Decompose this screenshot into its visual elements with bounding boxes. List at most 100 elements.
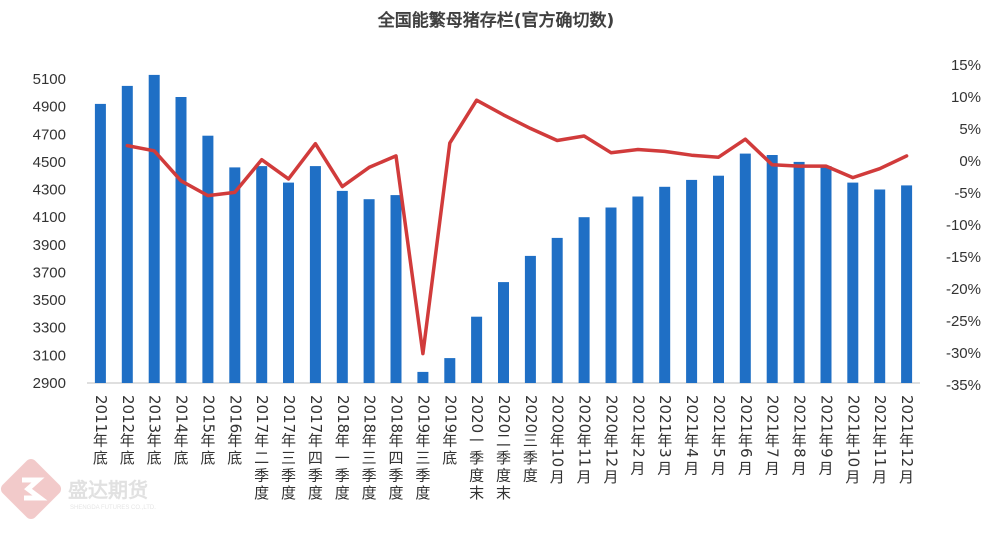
category-label-char: 季 — [254, 467, 269, 485]
category-label-num: 2021 — [844, 395, 862, 433]
right-tick-label: 15% — [951, 57, 981, 74]
category-label-char: 年 — [389, 432, 404, 450]
right-tick-label: 10% — [951, 89, 981, 106]
category-label-num: 2018 — [361, 395, 379, 433]
category-label-num: 8 — [791, 448, 809, 458]
category-label-char: 三 — [362, 449, 377, 467]
category-label-char: 年 — [765, 432, 780, 450]
bar — [256, 166, 268, 383]
category-label-char: 二 — [254, 449, 269, 467]
category-label-char: 年 — [684, 432, 699, 450]
category-label-char: 月 — [899, 468, 914, 486]
bar — [309, 166, 321, 383]
category-label-char: 月 — [684, 460, 699, 478]
category-label-num: 2021 — [871, 395, 889, 433]
category-label-num: 2020 — [549, 395, 567, 433]
category-label-char: 年 — [818, 432, 833, 450]
category-label-char: 四 — [308, 449, 323, 467]
category-label-char: 年 — [899, 432, 914, 450]
category-label-num: 2020 — [522, 395, 540, 433]
bar — [524, 255, 536, 383]
category-label-num: 2021 — [817, 395, 835, 433]
category-label-char: 年 — [308, 432, 323, 450]
category-label-char: 季 — [496, 449, 511, 467]
right-tick-label: -15% — [946, 249, 981, 266]
right-tick-label: -35% — [946, 377, 981, 394]
category-label-char: 年 — [845, 432, 860, 450]
category-label-char: 月 — [818, 460, 833, 478]
category-label-char: 底 — [200, 449, 215, 467]
category-label-char: 度 — [389, 484, 404, 502]
bar — [713, 175, 724, 383]
category-label-char: 度 — [308, 484, 323, 502]
category-label-num: 2014 — [173, 395, 191, 433]
category-label-num: 11 — [576, 448, 594, 467]
category-label-num: 2018 — [388, 395, 406, 433]
category-label-num: 2021 — [656, 395, 674, 433]
bar — [202, 135, 214, 383]
category-label-char: 年 — [147, 432, 162, 450]
category-label-char: 底 — [227, 449, 242, 467]
category-label-num: 10 — [549, 448, 567, 467]
bar — [121, 85, 133, 384]
category-label-num: 6 — [737, 448, 755, 458]
bar — [874, 189, 886, 383]
left-tick-label: 3900 — [33, 237, 66, 254]
watermark-text: 盛达期货 — [68, 478, 148, 502]
category-label-char: 月 — [872, 468, 887, 486]
category-label-char: 底 — [147, 449, 162, 467]
right-tick-label: -5% — [954, 185, 981, 202]
category-label-num: 2017 — [307, 395, 325, 433]
category-label-num: 12 — [602, 448, 620, 467]
left-tick-label: 3700 — [33, 264, 66, 281]
category-label-char: 季 — [362, 467, 377, 485]
category-label-char: 月 — [845, 468, 860, 486]
category-label-char: 度 — [415, 484, 430, 502]
category-label-char: 一 — [469, 432, 484, 450]
bar — [336, 190, 348, 383]
watermark-logo: 盛达期货 SHENGDA FUTURES CO.,LTD. — [0, 458, 156, 520]
right-tick-label: 0% — [959, 153, 981, 170]
category-label-char: 季 — [308, 467, 323, 485]
category-label-char: 三 — [523, 432, 538, 450]
category-label-num: 2020 — [495, 395, 513, 433]
bar — [766, 155, 778, 383]
bar — [498, 282, 509, 383]
category-label-char: 年 — [872, 432, 887, 450]
category-label-char: 末 — [496, 484, 511, 502]
category-label-char: 度 — [254, 484, 269, 502]
category-label-char: 年 — [415, 432, 430, 450]
category-label-char: 月 — [657, 460, 672, 478]
category-label-num: 2021 — [898, 395, 916, 433]
line-series — [125, 98, 909, 356]
category-label-char: 年 — [362, 432, 377, 450]
left-tick-label: 4900 — [33, 99, 66, 116]
category-label-num: 2 — [629, 448, 647, 458]
category-label-char: 季 — [415, 467, 430, 485]
right-tick-label: -20% — [946, 281, 981, 298]
category-label-char: 底 — [174, 449, 189, 467]
category-label-char: 底 — [442, 449, 457, 467]
category-label-num: 5 — [710, 448, 728, 458]
bar — [175, 97, 187, 383]
category-label-char: 三 — [281, 449, 296, 467]
category-label-num: 2020 — [576, 395, 594, 433]
